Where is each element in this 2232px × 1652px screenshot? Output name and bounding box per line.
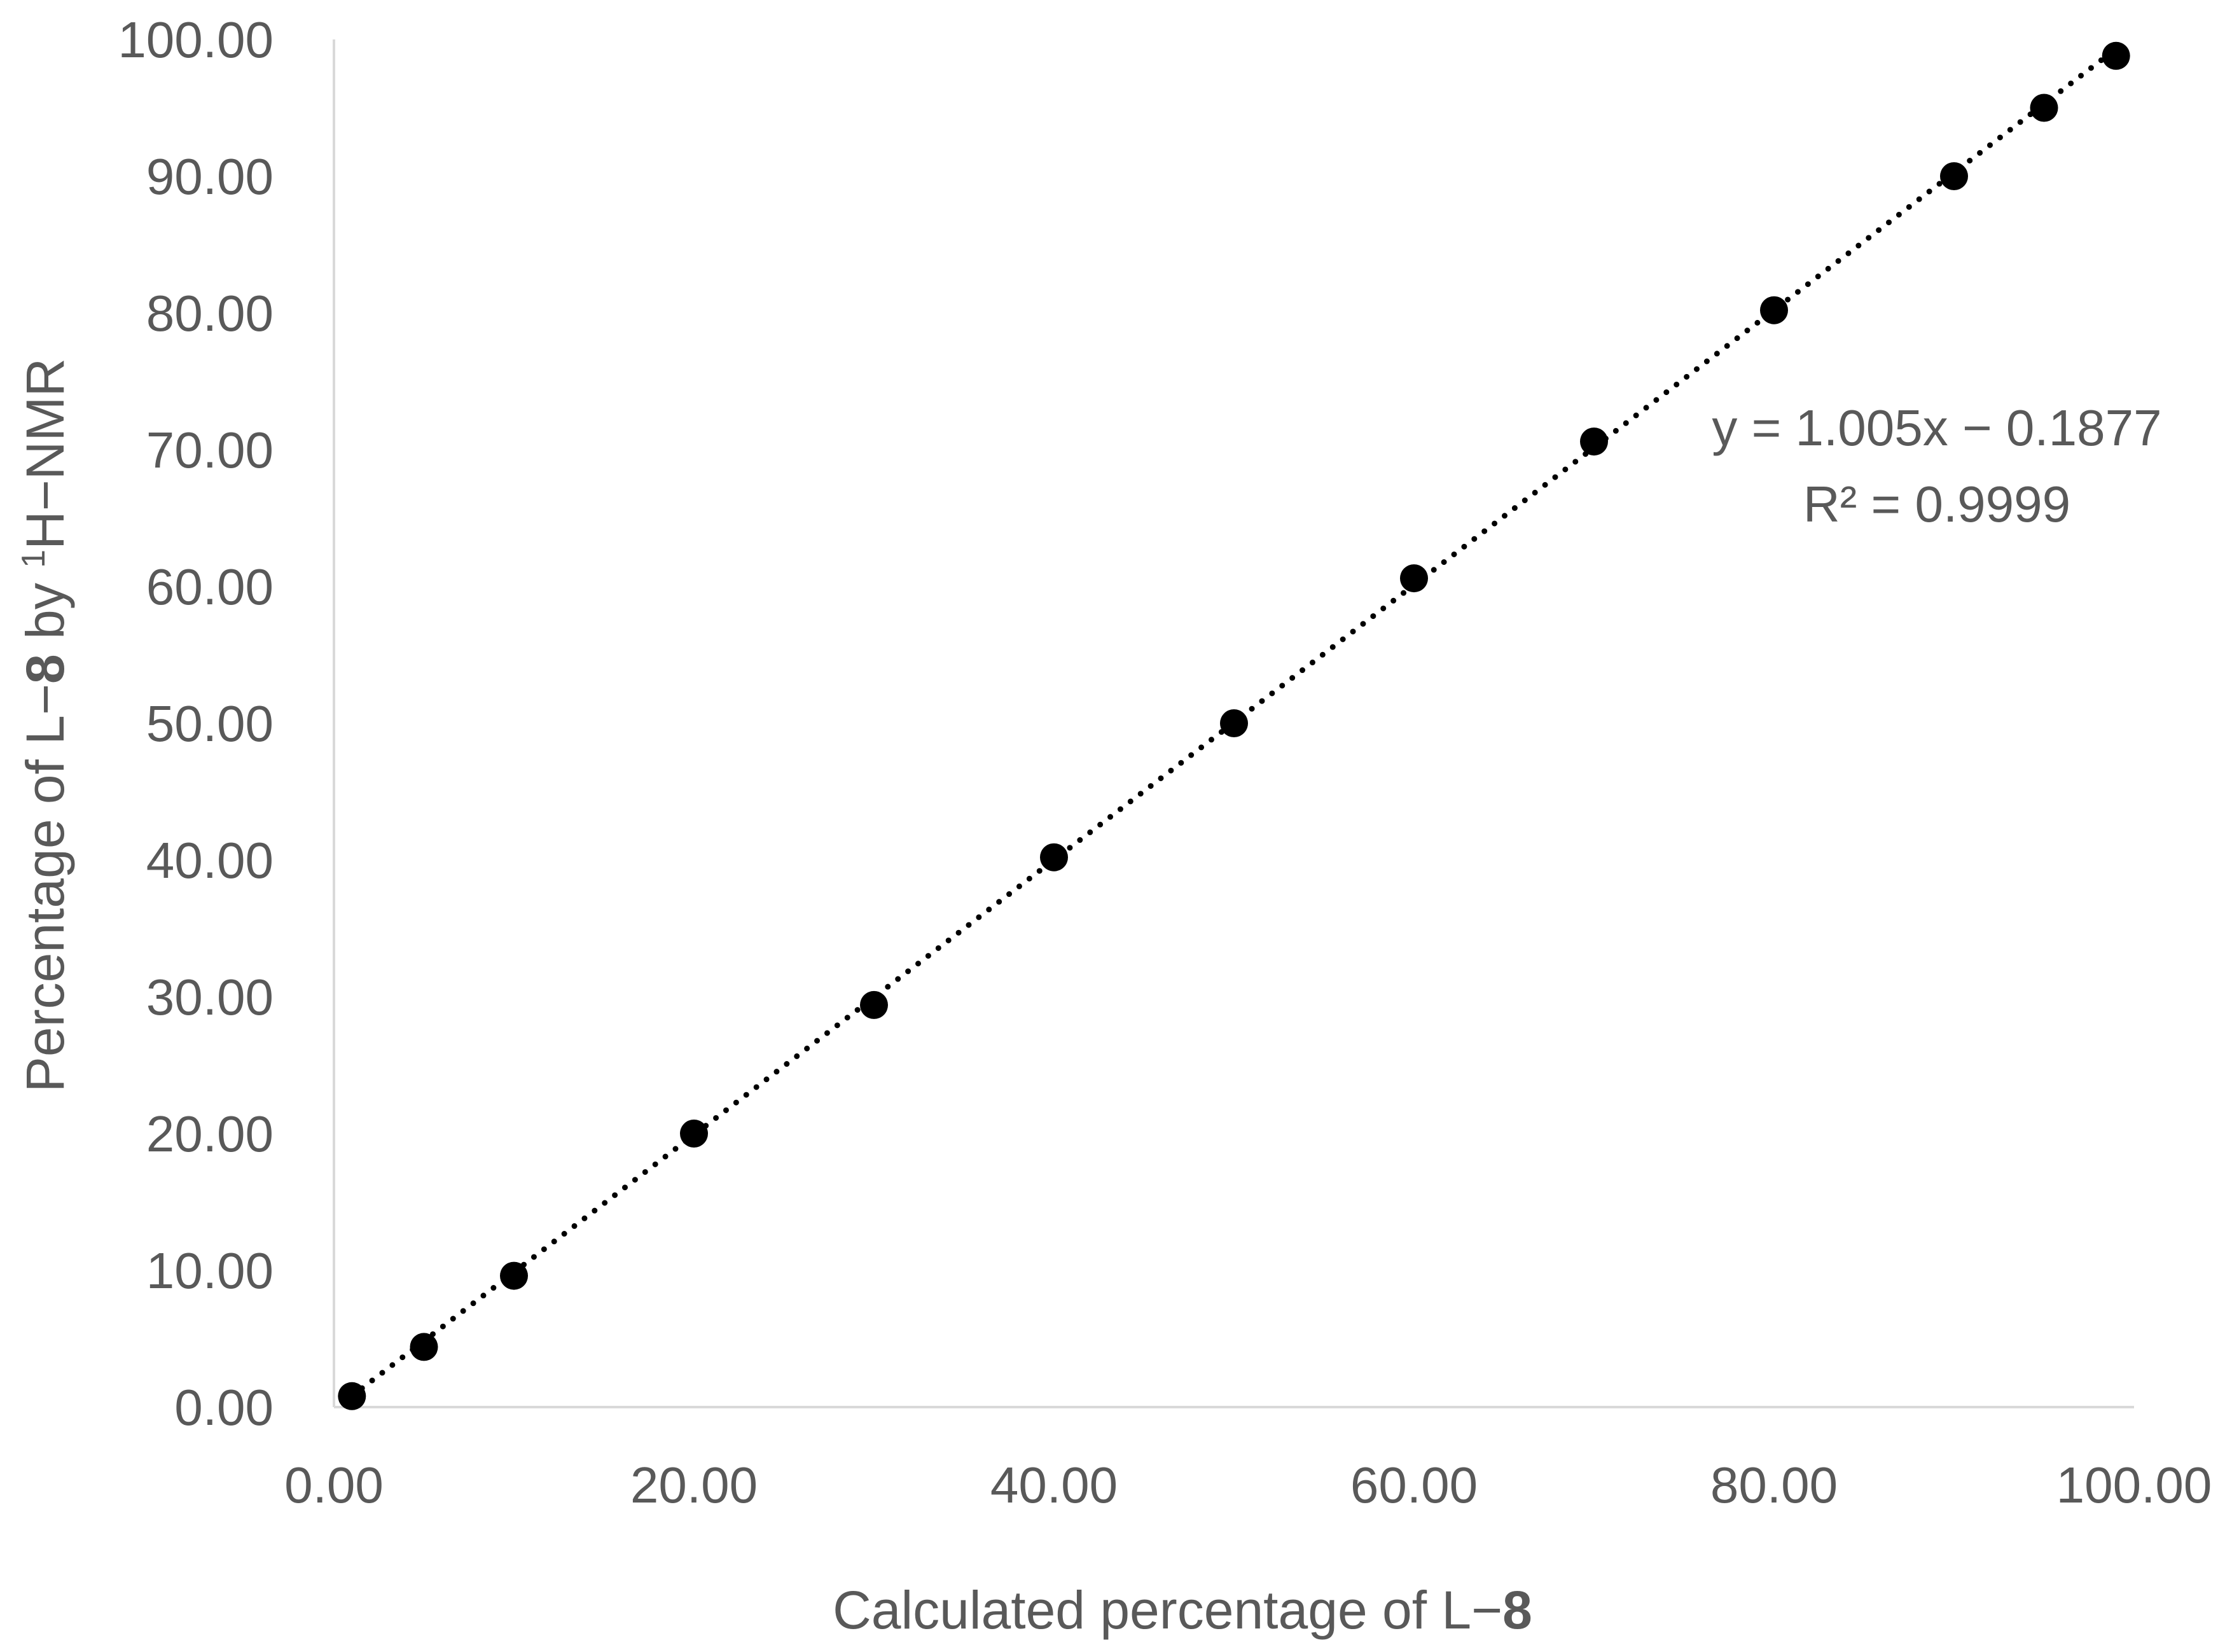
- x-tick-label: 20.00: [630, 1457, 758, 1513]
- data-point: [1580, 427, 1608, 456]
- y-tick-label: 20.00: [146, 1106, 274, 1162]
- trendline: [349, 46, 2119, 1399]
- y-tick-labels: 0.00 10.00 20.00 30.00 40.00 50.00 60.00 70.00 8…: [118, 11, 274, 1436]
- x-tick-label: 40.00: [990, 1457, 1118, 1513]
- y-axis-title-middle: by: [15, 568, 75, 654]
- data-points: [338, 41, 2130, 1410]
- x-tick-label: 60.00: [1350, 1457, 1478, 1513]
- data-point: [338, 1382, 366, 1410]
- x-axis-title-bold: 8: [1502, 1580, 1532, 1640]
- trendline-r-squared: R² = 0.9999: [1803, 476, 2070, 532]
- y-tick-label: 30.00: [146, 969, 274, 1025]
- data-point: [1400, 564, 1428, 593]
- y-tick-label: 60.00: [146, 559, 274, 615]
- data-point: [1940, 162, 1968, 190]
- x-tick-label: 80.00: [1710, 1457, 1838, 1513]
- y-tick-label: 100.00: [118, 11, 274, 68]
- data-point: [2030, 94, 2058, 122]
- x-tick-label: 0.00: [284, 1457, 384, 1513]
- y-axis-title-superscript: 1: [15, 550, 52, 568]
- data-point: [1220, 709, 1248, 737]
- x-tick-labels: 0.00 20.00 40.00 60.00 80.00 100.00: [284, 1457, 2212, 1513]
- data-point: [1760, 296, 1788, 324]
- x-axis-title-text: Calculated percentage of L−: [833, 1580, 1502, 1640]
- axes: [333, 39, 2134, 1408]
- y-axis-title: Percentage of L−8 by 1H−NMR: [15, 358, 75, 1092]
- y-tick-label: 40.00: [146, 832, 274, 889]
- y-tick-label: 0.00: [174, 1379, 274, 1436]
- y-tick-label: 70.00: [146, 422, 274, 478]
- trendline-layer: [349, 46, 2119, 1399]
- data-point: [860, 990, 888, 1019]
- data-point: [680, 1120, 708, 1148]
- data-point: [500, 1261, 528, 1290]
- y-axis-title-bold: 8: [15, 654, 75, 684]
- y-tick-label: 50.00: [146, 695, 274, 752]
- trendline-equation: y = 1.005x − 0.1877: [1712, 399, 2161, 456]
- data-point: [2102, 41, 2130, 70]
- y-axis-title-text: Percentage of L−: [15, 684, 75, 1092]
- x-axis-title: Calculated percentage of L−8: [833, 1580, 1532, 1640]
- y-axis-title-suffix: H−NMR: [15, 358, 75, 550]
- data-point: [1040, 843, 1068, 871]
- y-tick-label: 10.00: [146, 1242, 274, 1299]
- x-tick-label: 100.00: [2056, 1457, 2212, 1513]
- y-tick-label: 90.00: [146, 148, 274, 205]
- data-point: [410, 1333, 438, 1361]
- y-tick-label: 80.00: [146, 285, 274, 342]
